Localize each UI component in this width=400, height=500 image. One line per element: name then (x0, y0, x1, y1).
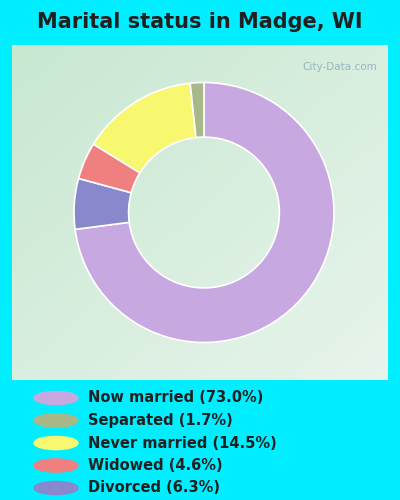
Circle shape (34, 459, 78, 472)
Text: City-Data.com: City-Data.com (302, 62, 377, 72)
Circle shape (34, 414, 78, 427)
Text: Now married (73.0%): Now married (73.0%) (88, 390, 263, 406)
Text: Marital status in Madge, WI: Marital status in Madge, WI (37, 12, 363, 32)
Circle shape (34, 482, 78, 494)
Circle shape (34, 436, 78, 450)
Text: Separated (1.7%): Separated (1.7%) (88, 413, 233, 428)
Wedge shape (78, 144, 140, 192)
Circle shape (34, 392, 78, 404)
Wedge shape (74, 178, 131, 230)
Text: Never married (14.5%): Never married (14.5%) (88, 436, 277, 450)
Wedge shape (94, 83, 196, 173)
Text: Divorced (6.3%): Divorced (6.3%) (88, 480, 220, 496)
Wedge shape (190, 82, 204, 138)
Wedge shape (75, 82, 334, 342)
Text: Widowed (4.6%): Widowed (4.6%) (88, 458, 223, 473)
